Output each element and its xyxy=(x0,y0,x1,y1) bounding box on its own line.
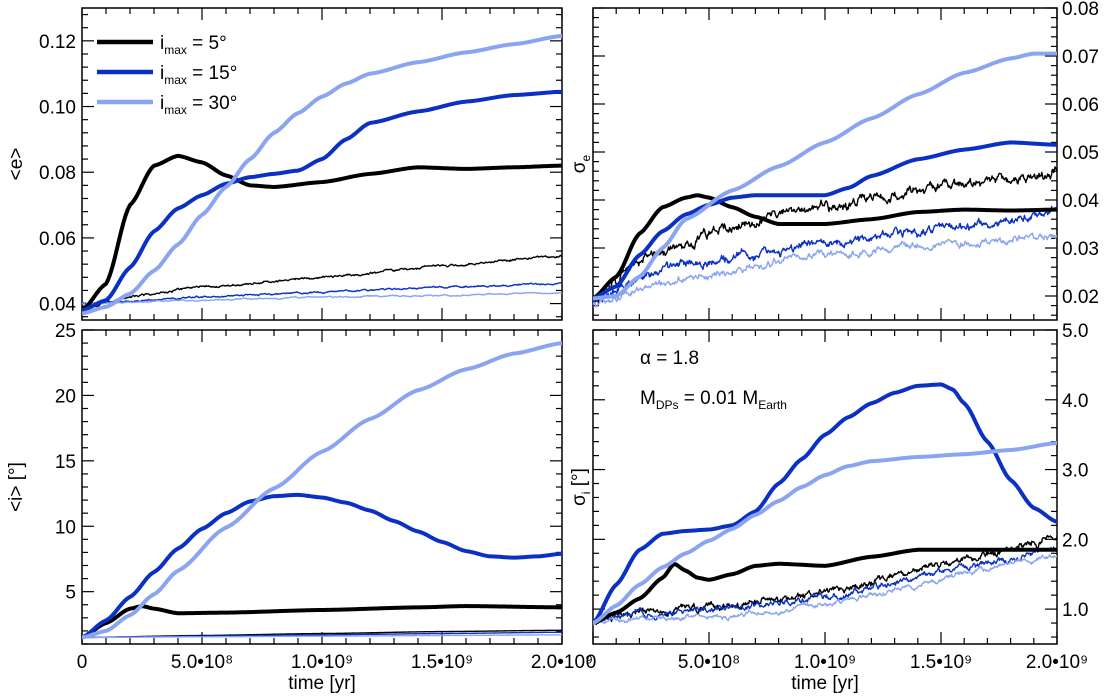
y-tick-label: 25 xyxy=(55,321,76,342)
x-axis-label: time [yr] xyxy=(791,673,859,694)
y-tick-label: 0.07 xyxy=(1062,47,1099,68)
plot-frame xyxy=(592,7,1058,321)
y-tick-label: 0.02 xyxy=(1062,287,1099,308)
y-tick-label: 0.08 xyxy=(39,163,76,184)
legend-label-imax5: imax = 5° xyxy=(160,33,227,57)
y-tick-label: 0.10 xyxy=(39,98,76,119)
x-tick-label: 1.0•10⁹ xyxy=(794,652,856,673)
series-group xyxy=(82,33,562,316)
series-line-imax30-thick xyxy=(593,441,1057,626)
x-tick-label: 1.5•10⁹ xyxy=(910,652,972,673)
series-group xyxy=(82,341,562,640)
x-tick-label: 0 xyxy=(77,652,88,673)
y-tick-label: 0.06 xyxy=(1062,95,1099,116)
series-line-imax15-thick xyxy=(593,140,1057,301)
legend-entry-imax15: imax = 15° xyxy=(97,63,237,87)
annotation-mass: MDPs = 0.01 MEarth xyxy=(640,388,787,412)
y-axis-label: σi [°] xyxy=(569,468,593,506)
x-tick-label: 5.0•10⁸ xyxy=(678,652,740,673)
y-tick-label: 10 xyxy=(55,517,76,538)
y-tick-label: 0.05 xyxy=(1062,143,1099,164)
series-line-imax15-thick xyxy=(82,89,562,313)
series-line-imax15-thin xyxy=(593,546,1057,623)
series-group xyxy=(593,382,1057,626)
y-tick-label: 15 xyxy=(55,452,76,473)
series-line-imax5-thin xyxy=(82,254,562,308)
y-tick-label: 0.04 xyxy=(1062,191,1099,212)
y-tick-label: 5.0 xyxy=(1062,321,1088,342)
annotation: α = 1.8 MDPs = 0.01 MEarth xyxy=(640,348,787,412)
plot-frame xyxy=(81,329,563,645)
series-line-imax5-thick xyxy=(593,547,1057,626)
y-tick-label: 0.06 xyxy=(39,229,76,250)
legend-entry-imax30: imax = 30° xyxy=(97,93,237,117)
panel-top-right: 0.02 0.03 0.04 0.05 0.06 0.07 0.08 σe xyxy=(569,0,1099,321)
series-line-imax15-thick xyxy=(593,382,1057,626)
series-line-imax30-thin xyxy=(593,232,1057,308)
series-line-imax15-thin xyxy=(593,204,1057,305)
x-tick-label: 2.0•10⁹ xyxy=(531,652,593,673)
legend-entry-imax5: imax = 5° xyxy=(97,33,227,57)
y-axis-label: σe xyxy=(569,154,593,173)
series-line-imax30-thin xyxy=(593,553,1057,625)
series-line-imax30-thin xyxy=(82,634,562,639)
series-line-imax5-thick xyxy=(82,153,562,313)
x-tick-label: 1.5•10⁹ xyxy=(411,652,473,673)
y-tick-label: 1.0 xyxy=(1062,600,1088,621)
y-tick-label: 0.08 xyxy=(1062,0,1099,20)
x-tick-label: 2.0•10⁹ xyxy=(1026,652,1088,673)
y-tick-label: 5 xyxy=(65,583,76,604)
panels: 0.040.060.080.100.12<e>0.020.030.040.050… xyxy=(6,0,1099,694)
y-axis-label: <i> [°] xyxy=(6,462,27,512)
series-line-imax5-thick xyxy=(593,193,1057,301)
annotation-alpha: α = 1.8 xyxy=(640,348,699,369)
series-line-imax30-thin xyxy=(82,291,562,306)
y-tick-label: 0.03 xyxy=(1062,239,1099,260)
x-tick-label: 0 xyxy=(586,652,597,673)
legend: imax = 5° imax = 15° imax = 30° xyxy=(97,33,237,117)
legend-label-imax15: imax = 15° xyxy=(160,63,237,87)
series-line-imax5-thick xyxy=(82,604,562,640)
series-line-imax30-thick xyxy=(82,341,562,640)
panel-top-left: 0.04 0.06 0.08 0.10 0.12 <e> xyxy=(6,7,563,321)
series-line-imax30-thick xyxy=(593,51,1057,301)
y-tick-label: 20 xyxy=(55,386,76,407)
series-line-imax15-thick xyxy=(82,492,562,640)
y-axis-label: <e> xyxy=(6,148,27,181)
y-tick-label: 0.04 xyxy=(39,295,76,316)
x-tick-label: 1.0•10⁹ xyxy=(291,652,353,673)
panel-bottom-right: 1.0 2.0 3.0 4.0 5.0 σi [°] 0 5.0•10⁸ 1.0•10⁹ 1.5•… xyxy=(569,321,1088,694)
y-tick-label: 3.0 xyxy=(1062,461,1088,482)
series-line-imax15-thin xyxy=(82,281,562,305)
panel-bottom-left: 5 10 15 20 25 <i> [°] 0 5.0•10⁸ 1.0•10⁹ 1.5•10⁹ 2.… xyxy=(6,321,593,694)
y-tick-label: 2.0 xyxy=(1062,530,1088,551)
y-tick-label: 4.0 xyxy=(1062,391,1088,412)
series-group xyxy=(593,51,1057,308)
x-axis-label: time [yr] xyxy=(288,673,356,694)
legend-label-imax30: imax = 30° xyxy=(160,93,237,117)
series-line-imax30-thick xyxy=(82,33,562,316)
x-tick-label: 5.0•10⁸ xyxy=(171,652,233,673)
series-line-imax5-thin xyxy=(593,166,1057,305)
y-tick-label: 0.12 xyxy=(39,32,76,53)
